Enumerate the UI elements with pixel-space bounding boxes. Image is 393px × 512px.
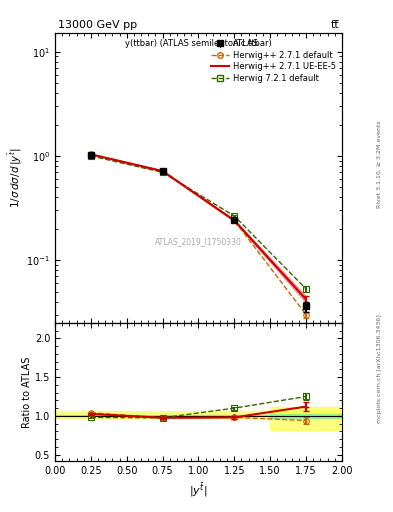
Y-axis label: $1/\sigma\,d\sigma/d\,|y^{\bar{t}}|$: $1/\sigma\,d\sigma/d\,|y^{\bar{t}}|$ [6,147,24,208]
Text: y(ttbar) (ATLAS semileptonic ttbar): y(ttbar) (ATLAS semileptonic ttbar) [125,39,272,48]
Text: ATLAS_2019_I1750330: ATLAS_2019_I1750330 [155,237,242,246]
Y-axis label: Ratio to ATLAS: Ratio to ATLAS [22,356,32,428]
Text: mcplots.cern.ch [arXiv:1306.3436]: mcplots.cern.ch [arXiv:1306.3436] [377,314,382,423]
Text: 13000 GeV pp: 13000 GeV pp [58,20,137,30]
Text: Rivet 3.1.10, ≥ 3.2M events: Rivet 3.1.10, ≥ 3.2M events [377,120,382,208]
Text: tt̅: tt̅ [330,20,339,30]
Legend: ATLAS, Herwig++ 2.7.1 default, Herwig++ 2.7.1 UE-EE-5, Herwig 7.2.1 default: ATLAS, Herwig++ 2.7.1 default, Herwig++ … [209,37,338,84]
X-axis label: $|y^{\bar{t}}|$: $|y^{\bar{t}}|$ [189,481,208,499]
